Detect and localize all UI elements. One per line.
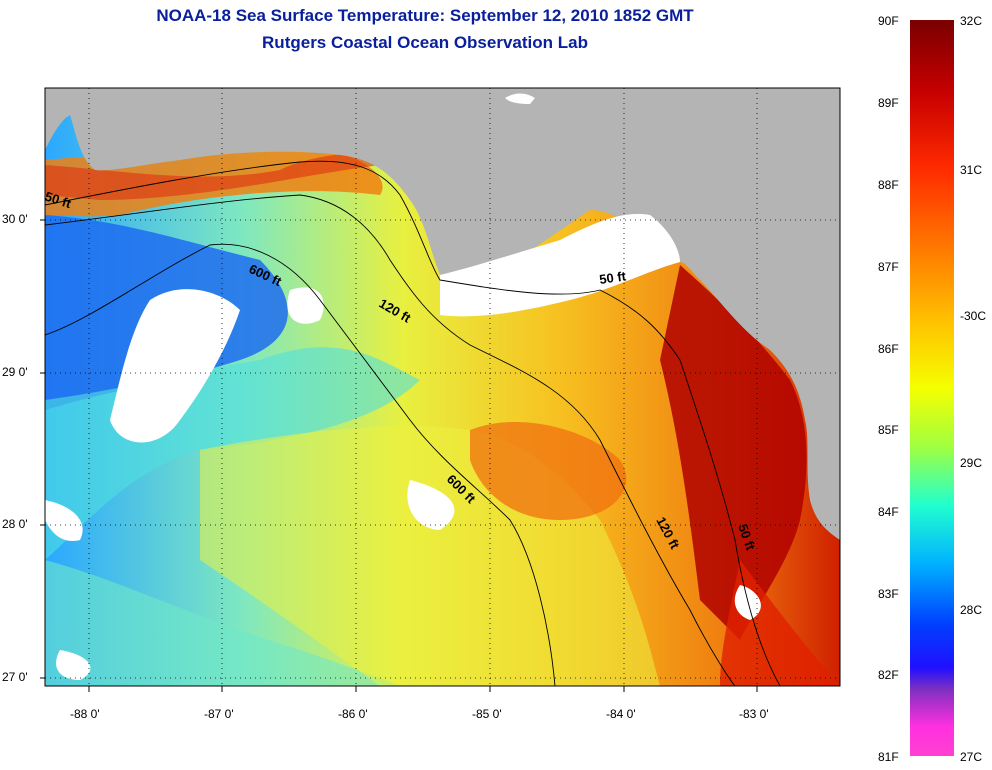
cloud-patch: [56, 650, 91, 680]
colorbar-f-label: 85F: [878, 423, 899, 437]
colorbar-f-label: 86F: [878, 342, 899, 356]
hot-water-patch: [470, 421, 627, 520]
colorbar-f-label: 82F: [878, 668, 899, 682]
colorbar-f-label: 83F: [878, 587, 899, 601]
contour-600ft: [45, 243, 556, 686]
map-subtitle: Rutgers Coastal Ocean Observation Lab: [262, 33, 588, 52]
y-tick-label: 30 0': [2, 212, 28, 226]
x-tick-label: -88 0': [70, 707, 100, 721]
colorbar-c-label: 31C: [960, 163, 983, 177]
colorbar-c-label: 28C: [960, 603, 983, 617]
colorbar-f-label: 81F: [878, 750, 899, 764]
colorbar-f-label: 84F: [878, 505, 899, 519]
y-tick-label: 27 0': [2, 670, 28, 684]
cloud-patch: [45, 500, 83, 541]
cloud-patch: [287, 287, 324, 324]
y-tick-label: 29 0': [2, 365, 28, 379]
map-frame: [44, 87, 841, 687]
colorbar-f-label: 90F: [878, 14, 899, 28]
x-tick-label: -87 0': [204, 707, 234, 721]
east-hot-region: [660, 265, 807, 640]
x-tick-label: -85 0': [472, 707, 502, 721]
cloud-patch: [407, 480, 455, 530]
cyan-water-region-south: [45, 560, 400, 686]
coastal-cloud: [505, 93, 535, 104]
colorbar-f-label: 87F: [878, 260, 899, 274]
land: [45, 88, 840, 540]
contour-label: 50 ft: [598, 268, 627, 287]
x-tick-label: -86 0': [338, 707, 368, 721]
contour-50ft: [45, 160, 781, 686]
colorbar-f-label: 89F: [878, 96, 899, 110]
temperature-colorbar: [910, 20, 954, 756]
cloud-patch: [110, 289, 240, 443]
coastal-cloud: [440, 214, 680, 317]
contour-120ft: [45, 194, 736, 686]
x-tick-label: -84 0': [606, 707, 636, 721]
colorbar-c-label: 32C: [960, 14, 983, 28]
map-title: NOAA-18 Sea Surface Temperature: Septemb…: [156, 6, 694, 25]
y-tick-label: 28 0': [2, 517, 28, 531]
x-tick-label: -83 0': [739, 707, 769, 721]
colorbar-c-label: -30C: [960, 309, 987, 323]
colorbar-c-label: 29C: [960, 456, 983, 470]
colorbar-c-label: 27C: [960, 750, 983, 764]
colorbar-f-label: 88F: [878, 178, 899, 192]
